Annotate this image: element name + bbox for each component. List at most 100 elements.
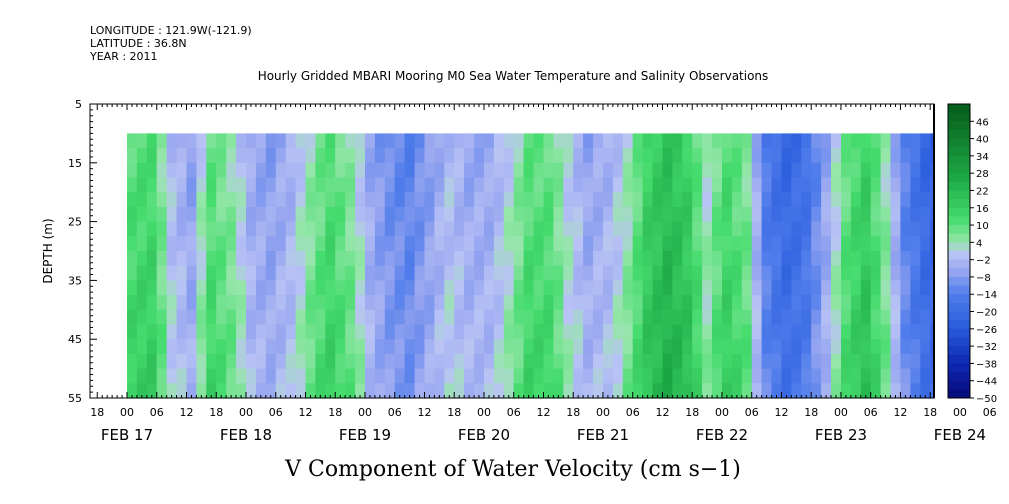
heatmap-cell (136, 265, 148, 281)
heatmap-cell (632, 368, 644, 384)
heatmap-cell (692, 162, 703, 179)
heatmap-cell (295, 221, 307, 237)
heatmap-cell (275, 133, 287, 149)
heatmap-cell (791, 280, 802, 296)
heatmap-cell (454, 265, 465, 281)
heatmap-cell (632, 192, 644, 208)
heatmap-cell (910, 339, 921, 355)
heatmap-cell (186, 339, 197, 355)
heatmap-cell (176, 383, 188, 399)
heatmap-cell (791, 368, 802, 384)
heatmap-cell (761, 221, 773, 237)
heatmap-cell (513, 206, 525, 223)
heatmap-cell (880, 368, 892, 384)
heatmap-cell (236, 162, 247, 179)
heatmap-cell (801, 295, 812, 311)
heatmap-cell (543, 251, 554, 267)
heatmap-cell (682, 339, 693, 355)
heatmap-cell (513, 280, 525, 296)
heatmap-cell (325, 324, 336, 340)
heatmap-cell (216, 383, 227, 399)
heatmap-cell (246, 206, 257, 223)
heatmap-cell (533, 309, 545, 326)
heatmap-cell (642, 309, 654, 326)
heatmap-cell (662, 265, 673, 281)
heatmap-cell (196, 162, 207, 179)
heatmap-cell (196, 236, 207, 252)
heatmap-cell (801, 162, 812, 179)
heatmap-cell (612, 162, 624, 179)
heatmap-cell (136, 251, 148, 267)
colorbar-label: 10 (976, 221, 989, 232)
heatmap-cell (206, 148, 217, 164)
year-label: YEAR : 2011 (90, 50, 158, 63)
heatmap-cell (622, 309, 634, 326)
heatmap-cell (702, 148, 713, 164)
heatmap-cell (246, 353, 257, 370)
heatmap-cell (731, 162, 743, 179)
heatmap-cell (176, 324, 188, 340)
heatmap-cell (791, 251, 802, 267)
heatmap-cell (434, 324, 445, 340)
heatmap-cell (265, 236, 277, 252)
x-tick-label: 00 (239, 406, 253, 419)
heatmap-cell (870, 133, 882, 149)
heatmap-cell (603, 162, 614, 179)
heatmap-cell (652, 162, 663, 179)
heatmap-cell (136, 192, 148, 208)
heatmap-cell (930, 383, 934, 399)
heatmap-cell (345, 383, 356, 399)
heatmap-cell (156, 353, 168, 370)
heatmap-cell (860, 236, 872, 252)
heatmap-cell (860, 133, 872, 149)
heatmap-cell (612, 236, 624, 252)
heatmap-cell (246, 339, 257, 355)
heatmap-cell (860, 309, 872, 326)
heatmap-cell (801, 265, 812, 281)
heatmap-cell (831, 309, 842, 326)
heatmap-cell (811, 353, 822, 370)
heatmap-cell (860, 148, 872, 164)
heatmap-cell (741, 133, 753, 149)
x-day-label: FEB 23 (815, 426, 867, 444)
heatmap-cell (365, 192, 376, 208)
heatmap-cell (424, 221, 435, 237)
heatmap-cell (454, 251, 465, 267)
heatmap-cell (811, 265, 822, 281)
heatmap-cell (444, 353, 455, 370)
heatmap-cell (275, 265, 287, 281)
heatmap-cell (236, 339, 247, 355)
heatmap-cell (513, 177, 525, 193)
heatmap-cell (573, 265, 584, 281)
heatmap-cell (315, 236, 326, 252)
heatmap-cell (484, 295, 495, 311)
heatmap-cell (870, 309, 882, 326)
heatmap-cell (206, 383, 217, 399)
heatmap-cell (295, 177, 307, 193)
heatmap-cell (801, 148, 812, 164)
y-tick-label: 15 (68, 157, 82, 170)
heatmap-cell (176, 295, 188, 311)
heatmap-cell (166, 383, 178, 399)
heatmap-cell (434, 353, 445, 370)
heatmap-cell (315, 148, 326, 164)
heatmap-cell (880, 162, 892, 179)
heatmap-cell (850, 251, 862, 267)
heatmap-cell (255, 162, 267, 179)
heatmap-cell (444, 133, 455, 149)
heatmap-cell (593, 236, 604, 252)
heatmap-cell (384, 309, 396, 326)
colorbar-label: −26 (976, 325, 997, 336)
heatmap-cell (712, 280, 723, 296)
heatmap-cell (662, 353, 673, 370)
heatmap-cell (563, 295, 574, 311)
colorbar-swatch (948, 104, 970, 114)
heatmap-cell (285, 221, 297, 237)
heatmap-cell (404, 368, 416, 384)
heatmap-cell (414, 324, 426, 340)
heatmap-cell (136, 148, 148, 164)
heatmap-cell (930, 206, 934, 223)
heatmap-cell (632, 251, 644, 267)
heatmap-cell (394, 133, 406, 149)
heatmap-cell (295, 206, 307, 223)
